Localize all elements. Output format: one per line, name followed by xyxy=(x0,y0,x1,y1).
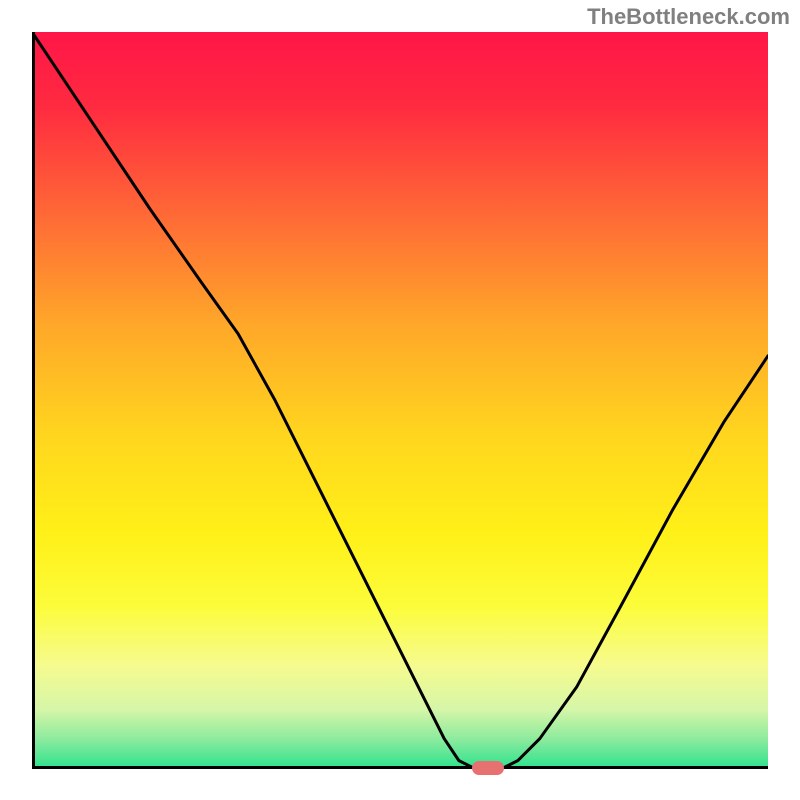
chart-container: TheBottleneck.com xyxy=(0,0,800,800)
y-axis xyxy=(32,32,35,768)
x-axis xyxy=(32,766,768,769)
watermark-text: TheBottleneck.com xyxy=(587,4,790,30)
plot-background-gradient xyxy=(32,32,768,768)
optimum-marker xyxy=(472,761,504,776)
